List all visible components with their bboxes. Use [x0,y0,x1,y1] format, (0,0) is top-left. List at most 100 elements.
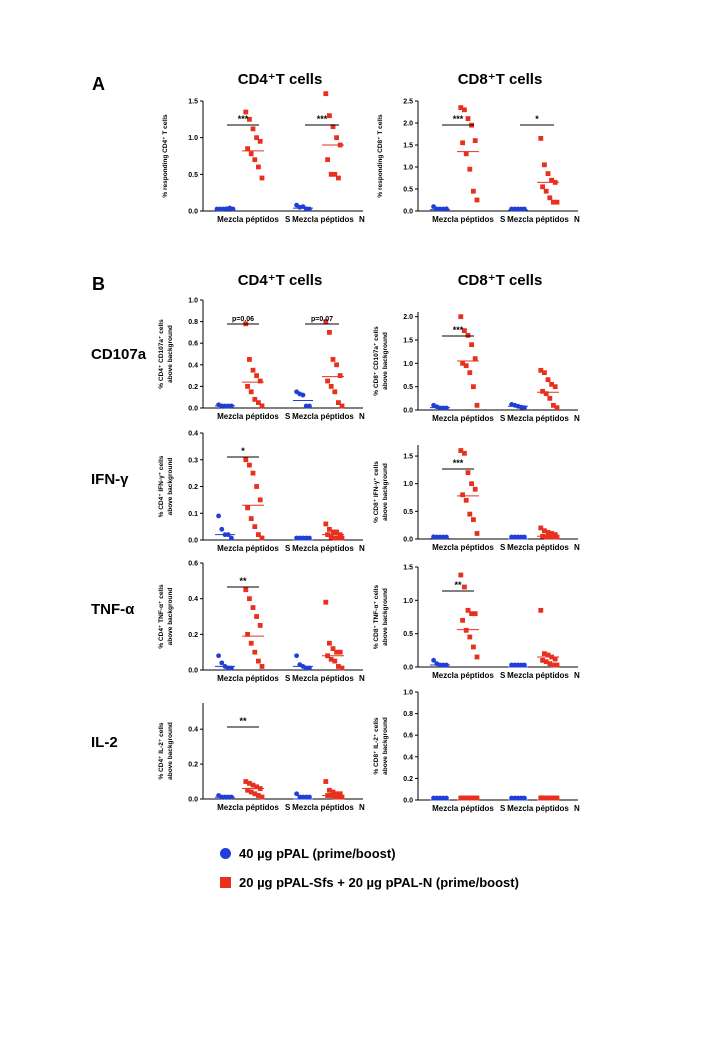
data-point-red [248,516,254,521]
y-tick-label: 0.2 [188,762,198,769]
data-point-red [467,511,473,517]
data-point-blue [522,534,527,540]
data-point-blue [216,653,221,659]
data-point-red [339,665,345,671]
data-point-red [325,157,330,163]
data-point-red [257,497,263,503]
data-point-red [245,787,250,793]
data-point-red [467,166,473,172]
data-point-red [259,794,265,800]
data-point-blue [307,206,312,212]
scatter-plot-tnfa-cd4: 0.0 0.2 0.4 0.6 % CD4⁺ TNF-α⁺ cells above bac… [158,561,365,684]
y-tick-label: 2.0 [403,121,413,128]
data-point-red [547,195,553,201]
data-point-red [334,649,339,655]
y-tick-label: 0.4 [188,596,198,603]
data-point-red [327,526,332,532]
y-axis-label: % CD4⁺ IL-2⁺ cells [158,722,165,779]
y-tick-label: 1.0 [188,135,198,142]
col-title-a-cd8: CD8⁺T cells [457,71,543,88]
y-tick-label: 0.0 [188,209,198,216]
row-label-il2: IL-2 [91,734,118,751]
x-label-mezcla-s: Mezcla péptidos [217,544,279,553]
data-point-red [469,611,474,617]
x-label-group-n: N [359,674,365,683]
y-axis-label: above background [167,325,174,383]
y-axis-label: % CD8⁺ CD107a⁺ cells [373,326,380,396]
data-point-red [474,197,480,203]
data-point-red [257,378,263,384]
data-point-red [538,607,544,613]
data-point-blue [307,403,312,409]
data-point-red [332,658,338,664]
y-tick-label: 0.0 [188,668,198,675]
data-point-red [545,529,551,535]
data-point-red [339,535,345,541]
data-point-red [247,780,252,786]
data-point-red [250,367,256,373]
significance-label: *** [453,458,464,468]
x-label-group-n: N [359,544,365,553]
data-point-red [543,188,549,194]
data-point-red [465,470,471,476]
y-axis-label: above background [167,588,174,646]
x-label-group-s: S [500,671,506,680]
x-label-mezcla-n: Mezcla péptidos [507,215,569,224]
data-point-red [554,199,560,205]
y-tick-label: 2.5 [403,99,413,106]
y-tick-label: 1.0 [403,361,413,368]
data-point-blue [522,795,527,801]
data-point-red [474,795,480,801]
x-label-group-n: N [574,414,580,423]
x-label-mezcla-s: Mezcla péptidos [217,674,279,683]
data-point-red [551,402,556,408]
data-point-red [256,532,261,538]
x-label-mezcla-n: Mezcla péptidos [507,543,569,552]
y-tick-label: 0.5 [403,384,413,391]
significance-label: *** [317,114,328,124]
x-label-group-n: N [359,412,365,421]
data-point-red [467,370,473,376]
data-point-red [245,631,250,637]
x-label-mezcla-s: Mezcla péptidos [432,804,494,813]
y-tick-label: 0.4 [403,754,413,761]
x-label-group-n: N [574,543,580,552]
data-point-red [460,795,465,801]
y-axis-label: above background [167,722,174,780]
legend-marker-circle [220,848,231,859]
data-point-blue [431,657,436,663]
y-tick-label: 0.4 [188,362,198,369]
y-tick-label: 1.0 [403,690,413,697]
data-point-red [543,795,549,801]
panel-letter-a: A [92,74,105,94]
data-point-red [332,535,338,541]
col-title-b-cd8: CD8⁺T cells [457,272,543,289]
x-label-group-n: N [574,671,580,680]
y-axis-label: above background [382,332,389,390]
data-point-red [465,607,471,613]
scatter-plot-tnfa-cd8: 0.0 0.5 1.0 1.5 % CD8⁺ TNF-α⁺ cells above bac… [373,565,580,681]
scatter-plot-a-cd4: 0.0 0.5 1.0 1.5 % responding CD4⁺ T cells Mez… [162,91,365,224]
y-tick-label: 1.5 [403,565,413,572]
data-point-red [334,791,339,797]
data-point-red [248,789,254,795]
data-point-red [252,157,258,163]
scatter-plot-a-cd8: 0.0 0.5 1.0 1.5 2.0 2.5 % responding CD8⁺ T ce… [377,99,580,225]
data-point-red [462,584,467,590]
scatter-plot-ifng-cd8: 0.0 0.5 1.0 1.5 % CD8⁺ IFN-γ⁺ cells above bac… [373,445,580,552]
y-tick-label: 0.3 [188,457,198,464]
col-title-a-cd4: CD4⁺T cells [237,71,323,88]
data-point-red [334,529,339,535]
data-point-red [474,402,480,408]
data-point-red [250,470,256,476]
data-point-red [337,791,343,797]
data-point-red [330,124,336,130]
y-tick-label: 0.2 [403,776,413,783]
data-point-blue [307,535,312,541]
x-label-mezcla-n: Mezcla péptidos [507,414,569,423]
data-point-red [323,319,329,324]
x-label-mezcla-n: Mezcla péptidos [507,804,569,813]
data-point-blue [300,392,306,398]
y-tick-label: 1.5 [403,454,413,461]
data-point-red [254,373,259,378]
